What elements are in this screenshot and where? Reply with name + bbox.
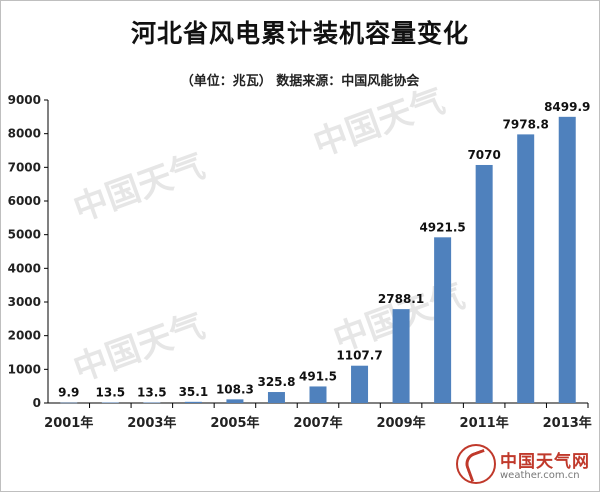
- data-label: 4921.5: [419, 220, 465, 234]
- bar: [558, 116, 576, 403]
- y-tick-label: 2000: [8, 329, 41, 343]
- y-tick-label: 7000: [8, 160, 41, 174]
- bar: [101, 402, 119, 404]
- bar: [226, 399, 244, 403]
- y-tick-label: 5000: [8, 228, 41, 242]
- chart-title: 河北省风电累计装机容量变化: [130, 19, 469, 48]
- logo-name: 中国天气网: [500, 452, 590, 472]
- x-tick-label: 2003年: [127, 415, 176, 431]
- bar: [517, 134, 535, 403]
- data-label: 35.1: [179, 385, 209, 399]
- bar: [434, 237, 452, 403]
- x-tick-label: 2001年: [44, 415, 93, 431]
- data-label: 1107.7: [336, 349, 382, 363]
- bar: [392, 309, 410, 403]
- data-label: 108.3: [216, 382, 254, 396]
- y-tick-label: 0: [33, 396, 41, 410]
- bar: [309, 386, 327, 403]
- data-label: 491.5: [299, 369, 337, 383]
- bar: [475, 164, 493, 403]
- bar: [143, 402, 161, 404]
- data-label: 13.5: [96, 386, 126, 400]
- data-label: 7978.8: [503, 117, 549, 131]
- data-label: 2788.1: [378, 292, 424, 306]
- x-tick-label: 2013年: [543, 415, 592, 431]
- data-label: 7070: [467, 148, 500, 162]
- x-tick-label: 2011年: [460, 415, 509, 431]
- y-tick-label: 8000: [8, 127, 41, 141]
- bar: [60, 402, 78, 404]
- y-tick-label: 6000: [8, 194, 41, 208]
- y-tick-label: 3000: [8, 295, 41, 309]
- logo-icon: [456, 444, 496, 484]
- bar: [184, 401, 202, 403]
- bar: [267, 392, 285, 403]
- y-tick-label: 1000: [8, 362, 41, 376]
- data-label: 325.8: [257, 375, 295, 389]
- data-label: 9.9: [58, 386, 79, 400]
- x-tick-label: 2009年: [376, 415, 425, 431]
- data-label: 13.5: [137, 386, 167, 400]
- x-tick-label: 2007年: [293, 415, 342, 431]
- y-tick-label: 4000: [8, 261, 41, 275]
- site-logo: 中国天气网 weather.com.cn: [456, 444, 590, 484]
- logo-url: weather.com.cn: [500, 470, 580, 481]
- x-tick-label: 2005年: [210, 415, 259, 431]
- bar: [351, 365, 369, 403]
- data-label: 8499.9: [544, 100, 590, 114]
- y-tick-label: 9000: [8, 93, 41, 107]
- chart-subtitle: （单位：兆瓦） 数据来源：中国风能协会: [180, 74, 420, 89]
